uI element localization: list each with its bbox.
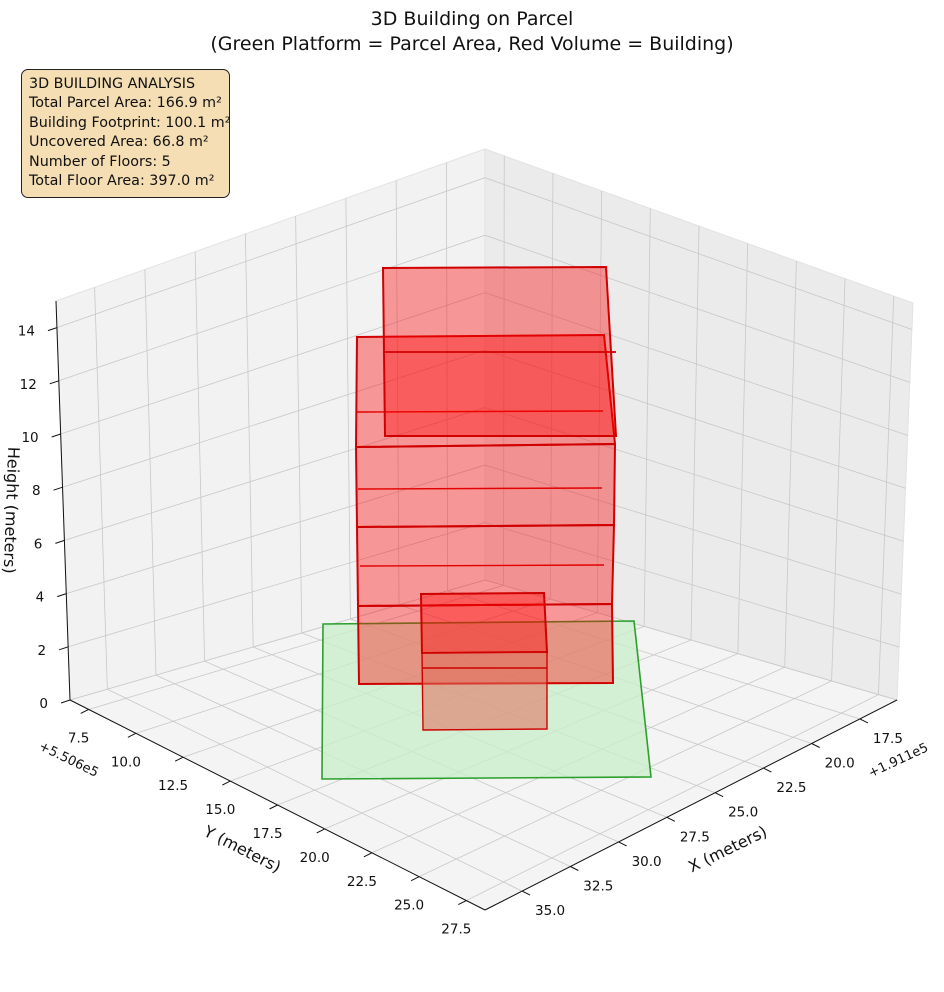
x-tick-22.5 (763, 767, 772, 773)
info-total-parcel-area: Total Parcel Area: 166.9 m² (29, 95, 222, 112)
z-tick-label-4: 4 (36, 590, 45, 606)
x-tick-label-17.5: 17.5 (873, 731, 903, 747)
axis-ticks: 0 2 4 6 8 10 12 14 7.5 10.0 12.5 15.0 17.5 20.0 22.5 25… (18, 324, 903, 938)
x-tick-17.5 (859, 718, 869, 724)
y-tick-17.5 (269, 804, 278, 810)
y-tick-12.5 (174, 756, 184, 762)
x-tick-27.5 (666, 816, 676, 822)
x-tick-32.5 (570, 866, 579, 871)
z-tick-14 (47, 327, 58, 332)
y-tick-20.0 (316, 828, 325, 834)
x-grid-line-30.0 (194, 251, 619, 843)
grid-lines (56, 155, 913, 901)
z-grid-line-2 (68, 522, 900, 648)
y-grid-line-25.0 (418, 278, 846, 878)
x-axis-line (484, 699, 898, 911)
building-volume (354, 265, 618, 731)
z-tick-label-0: 0 (39, 696, 48, 712)
y-tick-label-17.5: 17.5 (252, 826, 282, 842)
z-tick-4 (57, 593, 67, 598)
z-grid-line-0 (69, 579, 898, 701)
analysis-info-box: 3D BUILDING ANALYSIS Total Parcel Area: … (21, 69, 230, 198)
y-tick-15.0 (222, 780, 231, 786)
z-grid-line-8 (62, 349, 906, 489)
y-tick-25.0 (410, 876, 420, 882)
y-tick-27.5 (458, 900, 467, 905)
chart-title-line-2: (Green Platform = Parcel Area, Red Volum… (210, 33, 733, 55)
y-tick-label-7.5: 7.5 (68, 730, 89, 746)
chart-title-line-1: 3D Building on Parcel (371, 8, 574, 30)
x-tick-label-27.5: 27.5 (680, 829, 710, 845)
info-building-footprint: Building Footprint: 100.1 m² (29, 114, 231, 131)
z-tick-label-6: 6 (34, 536, 43, 552)
y-grid-line-7.5 (88, 155, 505, 710)
x-tick-25.0 (714, 792, 724, 798)
y-tick-22.5 (363, 852, 373, 858)
y-grid-line-12.5 (182, 190, 603, 758)
y-tick-label-22.5: 22.5 (347, 874, 377, 890)
z-grid-line-4 (66, 464, 902, 595)
y-tick-10.0 (127, 732, 137, 738)
z-tick-10 (51, 433, 61, 438)
z-axis-label: Height (meters) (0, 446, 23, 574)
y-grid-line-27.5 (466, 296, 895, 901)
z-tick-label-10: 10 (21, 430, 38, 446)
y-grid-line-22.5 (371, 261, 797, 854)
z-tick-8 (53, 486, 63, 491)
z-tick-2 (58, 646, 69, 651)
z-tick-label-2: 2 (38, 643, 47, 659)
x-grid-line-32.5 (144, 269, 571, 867)
x-tick-label-32.5: 32.5 (583, 879, 613, 895)
y-tick-label-15.0: 15.0 (205, 802, 235, 818)
x-tick-label-35.0: 35.0 (535, 903, 565, 919)
z-grid-line-10 (60, 292, 908, 436)
z-tick-label-12: 12 (20, 377, 37, 393)
y-tick-label-27.5: 27.5 (441, 922, 471, 938)
z-tick-0 (60, 699, 71, 704)
z-grid-line-12 (58, 234, 910, 383)
building-floor-1-back-edge (359, 564, 605, 567)
x-tick-label-30.0: 30.0 (632, 854, 662, 870)
z-tick-label-8: 8 (32, 483, 41, 499)
building-floor-2-back-edge (357, 487, 603, 490)
y-tick-label-20.0: 20.0 (300, 850, 330, 866)
building-annex-lower (421, 651, 548, 731)
y-tick-label-25.0: 25.0 (394, 898, 424, 914)
y-tick-7.5 (80, 709, 89, 714)
y-grid-line-10.0 (135, 173, 554, 734)
info-heading: 3D BUILDING ANALYSIS (29, 76, 196, 92)
x-tick-20.0 (811, 743, 820, 748)
x-tick-label-22.5: 22.5 (776, 780, 806, 796)
x-tick-label-20.0: 20.0 (825, 756, 855, 772)
building-floor-3 (354, 442, 617, 529)
z-tick-12 (49, 380, 59, 385)
info-total-floor-area: Total Floor Area: 397.0 m² (29, 173, 215, 190)
x-grid-line-17.5 (445, 162, 861, 720)
building-floor-3-back-edge (356, 410, 604, 413)
z-tick-6 (55, 539, 65, 544)
y-tick-label-12.5: 12.5 (158, 778, 188, 794)
z-grid-line-14 (56, 177, 913, 330)
x-tick-35.0 (521, 890, 531, 896)
z-axis-line (55, 300, 71, 701)
x-tick-label-25.0: 25.0 (728, 805, 758, 821)
y-tick-label-10.0: 10.0 (111, 754, 141, 770)
x-tick-30.0 (618, 841, 627, 847)
z-grid-line-6 (64, 407, 904, 542)
info-number-of-floors: Number of Floors: 5 (29, 153, 171, 170)
info-uncovered-area: Uncovered Area: 66.8 m² (29, 134, 209, 151)
building-floor-4 (354, 333, 617, 449)
x-grid-line-35.0 (94, 287, 523, 892)
z-tick-label-14: 14 (18, 324, 35, 340)
building-annex-upper (419, 591, 549, 655)
